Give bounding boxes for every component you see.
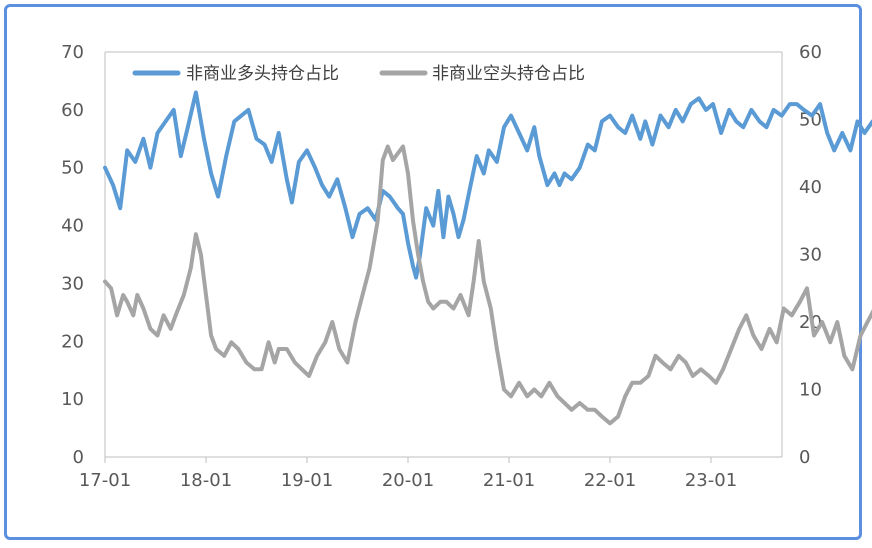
right-y-tick-label: 10 xyxy=(799,380,822,401)
left-y-tick-label: 60 xyxy=(61,100,84,121)
series-line-short-share xyxy=(103,144,872,426)
right-y-tick-label: 40 xyxy=(799,177,822,198)
right-y-tick-label: 0 xyxy=(799,447,810,468)
left-y-tick-label: 10 xyxy=(61,389,84,410)
legend: 非商业多头持仓占比 非商业空头持仓占比 xyxy=(132,64,585,84)
x-tick-label: 17-01 xyxy=(79,470,131,491)
left-y-tick-label: 70 xyxy=(61,42,84,63)
x-axis-ticks: 17-01 18-01 19-01 20-01 21-01 22-01 23-01 xyxy=(79,457,737,491)
series-lines xyxy=(103,90,872,426)
chart-frame xyxy=(4,4,862,540)
right-y-tick-label: 50 xyxy=(799,110,822,131)
x-tick-label: 19-01 xyxy=(281,470,333,491)
x-tick-label: 21-01 xyxy=(483,470,535,491)
left-y-tick-label: 20 xyxy=(61,331,84,352)
right-y-tick-label: 60 xyxy=(799,42,822,63)
x-tick-label: 18-01 xyxy=(180,470,232,491)
left-y-tick-label: 0 xyxy=(73,447,84,468)
x-tick-label: 20-01 xyxy=(382,470,434,491)
series-line-long-share xyxy=(103,90,872,280)
left-y-tick-label: 40 xyxy=(61,216,84,237)
left-y-tick-label: 30 xyxy=(61,273,84,294)
x-tick-label: 23-01 xyxy=(685,470,737,491)
legend-label-short-share: 非商业空头持仓占比 xyxy=(432,64,585,84)
left-y-axis-ticks: 0 10 20 30 40 50 60 70 xyxy=(61,42,84,468)
legend-label-long-share: 非商业多头持仓占比 xyxy=(186,64,339,84)
right-y-tick-label: 30 xyxy=(799,245,822,266)
left-y-tick-label: 50 xyxy=(61,158,84,179)
x-tick-label: 22-01 xyxy=(584,470,636,491)
